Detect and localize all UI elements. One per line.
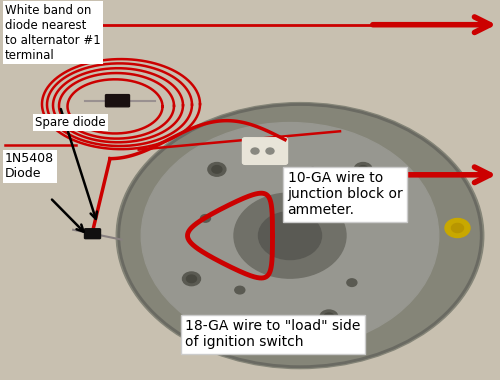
Circle shape — [182, 272, 200, 286]
Circle shape — [258, 212, 322, 260]
Circle shape — [142, 122, 439, 349]
FancyBboxPatch shape — [242, 138, 288, 164]
Circle shape — [266, 148, 274, 154]
Ellipse shape — [116, 103, 484, 369]
FancyBboxPatch shape — [106, 95, 130, 107]
Circle shape — [308, 168, 318, 175]
Circle shape — [324, 313, 334, 321]
Circle shape — [354, 163, 372, 176]
Circle shape — [186, 275, 196, 283]
Circle shape — [212, 166, 222, 173]
Circle shape — [235, 286, 245, 294]
FancyBboxPatch shape — [84, 229, 100, 239]
Circle shape — [320, 310, 338, 324]
Circle shape — [370, 215, 380, 222]
Circle shape — [359, 193, 374, 204]
Text: 1N5408
Diode: 1N5408 Diode — [5, 152, 54, 180]
Text: Spare diode: Spare diode — [35, 116, 106, 129]
Circle shape — [445, 218, 470, 238]
Circle shape — [234, 193, 346, 278]
Circle shape — [452, 223, 464, 233]
Circle shape — [352, 188, 380, 209]
Circle shape — [208, 163, 226, 176]
Text: 18-GA wire to "load" side
of ignition switch: 18-GA wire to "load" side of ignition sw… — [185, 319, 360, 349]
Circle shape — [251, 148, 259, 154]
Circle shape — [347, 279, 357, 287]
Text: 10-GA wire to
junction block or
ammeter.: 10-GA wire to junction block or ammeter. — [288, 171, 403, 217]
Circle shape — [200, 215, 210, 222]
Circle shape — [358, 166, 368, 173]
Text: White band on
diode nearest
to alternator #1
terminal: White band on diode nearest to alternato… — [5, 4, 101, 62]
